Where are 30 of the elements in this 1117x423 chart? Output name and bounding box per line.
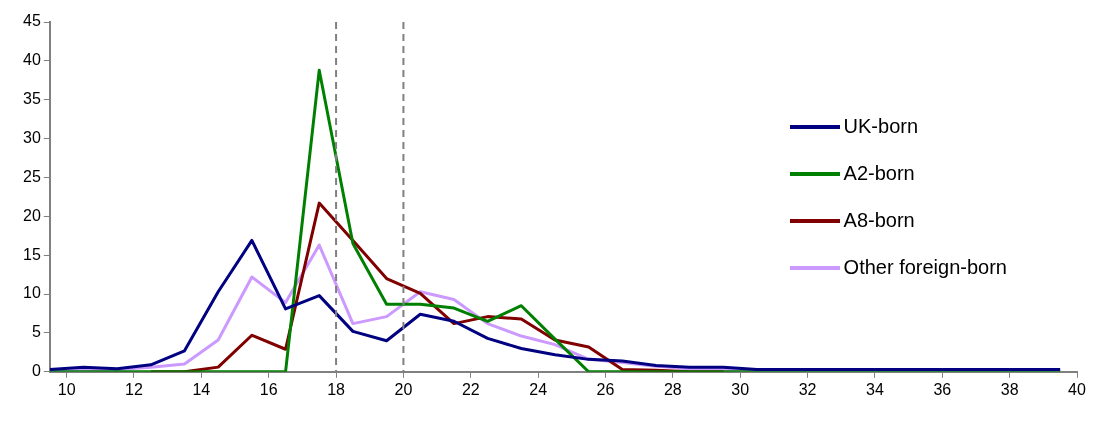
y-tick-label: 0: [31, 362, 41, 380]
x-tick-label: 24: [529, 380, 548, 398]
y-tick-label: 35: [23, 90, 41, 108]
y-tick-label: 40: [23, 51, 41, 69]
x-tick-label: 12: [125, 380, 143, 398]
y-tick-label: 25: [23, 167, 41, 185]
x-tick-label: 38: [1000, 380, 1019, 398]
x-tick-label: 26: [596, 380, 615, 398]
y-tick-label: 45: [23, 12, 41, 30]
x-tick-label: 36: [933, 380, 952, 398]
y-tick-label: 15: [23, 245, 41, 263]
y-tick-label: 30: [23, 129, 41, 147]
x-tick-label: 14: [192, 380, 211, 398]
legend-label: A2-born: [843, 162, 915, 185]
y-tick-label: 10: [23, 284, 41, 302]
x-tick-label: 40: [1068, 380, 1086, 398]
x-tick-label: 20: [394, 380, 413, 398]
x-tick-label: 30: [731, 380, 750, 398]
x-tick-label: 34: [866, 380, 884, 398]
y-tick-label: 20: [23, 206, 41, 224]
legend-label: Other foreign-born: [843, 256, 1007, 279]
x-tick-label: 28: [663, 380, 682, 398]
x-tick-label: 22: [461, 380, 480, 398]
x-tick-label: 32: [798, 380, 817, 398]
x-tick-label: 18: [327, 380, 346, 398]
legend-label: UK-born: [843, 115, 919, 138]
x-tick-label: 10: [57, 380, 76, 398]
legend-label: A8-born: [843, 209, 915, 232]
x-tick-label: 16: [259, 380, 278, 398]
y-tick-label: 5: [31, 323, 41, 341]
